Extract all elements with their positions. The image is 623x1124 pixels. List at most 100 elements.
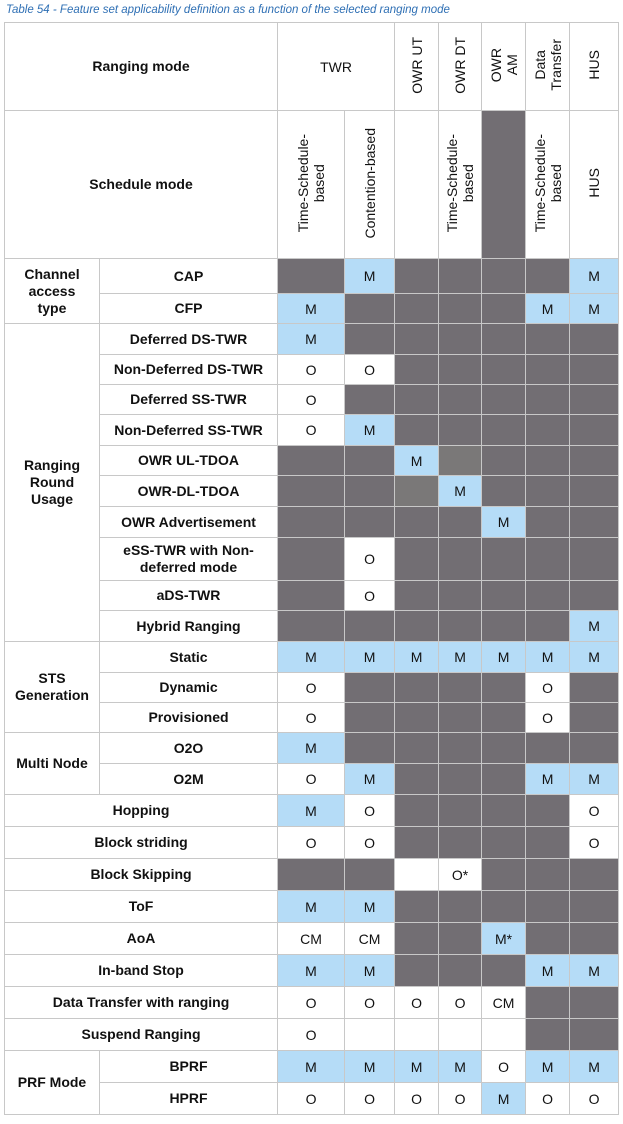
sched-owr-am	[481, 110, 527, 259]
sched-data-transfer-text: Time-Schedule- based	[531, 133, 564, 233]
applicability-cell	[344, 445, 396, 476]
applicability-cell	[394, 826, 440, 859]
applicability-cell	[481, 323, 527, 355]
row-label: Deferred DS-TWR	[98, 323, 279, 355]
applicability-cell	[525, 794, 571, 827]
applicability-cell	[438, 354, 483, 385]
table-row: CFP M M M	[5, 293, 620, 324]
table-row: Data Transfer with ranging O O O O CM	[3, 986, 620, 1019]
applicability-cell	[438, 537, 483, 581]
applicability-cell: M	[569, 258, 620, 294]
ranging-mode-label: Ranging mode	[3, 22, 279, 111]
applicability-cell: O	[277, 1082, 346, 1115]
applicability-cell	[394, 858, 440, 891]
row-label: O2M	[98, 763, 279, 795]
applicability-cell	[438, 506, 483, 538]
applicability-cell: O	[344, 826, 396, 859]
applicability-cell	[569, 890, 620, 923]
applicability-cell	[344, 293, 396, 324]
applicability-cell	[394, 763, 440, 795]
applicability-cell	[481, 858, 527, 891]
table-row: In-band Stop M M M M	[3, 954, 620, 987]
row-label: Non-Deferred SS-TWR	[98, 414, 279, 446]
applicability-cell: M	[525, 763, 571, 795]
applicability-cell	[438, 445, 483, 476]
table-row: Ranging Round Usage Deferred DS-TWR M	[4, 323, 620, 642]
sched-owr-ut	[394, 110, 440, 259]
applicability-cell	[438, 672, 483, 703]
applicability-cell	[481, 826, 527, 859]
applicability-cell: O	[525, 1082, 571, 1115]
applicability-cell	[569, 445, 620, 476]
applicability-cell	[438, 702, 483, 733]
col-header-hus: HUS	[569, 22, 620, 111]
applicability-cell	[438, 922, 483, 955]
table-row: AoA CM CM M*	[3, 922, 620, 955]
applicability-cell: O	[277, 1018, 346, 1051]
applicability-cell	[394, 794, 440, 827]
applicability-cell: M	[277, 323, 346, 355]
applicability-cell	[394, 580, 440, 611]
applicability-cell: O	[277, 986, 346, 1019]
applicability-cell	[481, 890, 527, 923]
applicability-cell	[481, 1018, 527, 1051]
applicability-cell: M	[438, 1050, 483, 1083]
applicability-cell: O	[277, 763, 346, 795]
row-label: AoA	[3, 922, 279, 955]
applicability-cell: O	[394, 1082, 440, 1115]
applicability-cell: O	[438, 986, 483, 1019]
applicability-cell	[481, 293, 527, 324]
col-header-owr-ut-text: OWR UT	[408, 36, 425, 94]
applicability-cell	[277, 475, 346, 507]
applicability-cell: O	[277, 384, 346, 415]
row-label: ToF	[3, 890, 279, 923]
group-multi-node: Multi Node	[4, 732, 100, 795]
applicability-cell	[481, 702, 527, 733]
applicability-cell	[481, 354, 527, 385]
applicability-cell	[569, 702, 620, 733]
applicability-cell	[481, 414, 527, 446]
applicability-cell	[394, 610, 440, 642]
applicability-cell	[569, 414, 620, 446]
applicability-cell: CM	[481, 986, 527, 1019]
applicability-cell	[394, 506, 440, 538]
applicability-cell	[569, 672, 620, 703]
applicability-cell	[525, 354, 571, 385]
row-label: eSS-TWR with Non-deferred mode	[98, 537, 279, 581]
applicability-cell	[438, 610, 483, 642]
applicability-cell	[394, 732, 440, 764]
applicability-cell	[394, 475, 440, 507]
applicability-cell	[277, 537, 346, 581]
applicability-cell: O	[277, 702, 346, 733]
applicability-cell: O	[569, 794, 620, 827]
applicability-cell: M	[525, 641, 571, 673]
applicability-cell	[481, 384, 527, 415]
applicability-cell: M	[394, 445, 440, 476]
applicability-cell	[394, 414, 440, 446]
applicability-cell	[569, 354, 620, 385]
applicability-cell	[569, 323, 620, 355]
applicability-cell	[525, 323, 571, 355]
applicability-cell	[481, 763, 527, 795]
applicability-cell: O	[438, 1082, 483, 1115]
group-prf: PRF Mode	[4, 1050, 100, 1115]
table-row: HPRF O O O O M O O	[5, 1082, 620, 1115]
row-label: Static	[98, 641, 279, 673]
table-row: O2M O M M M	[5, 763, 620, 795]
applicability-cell: M	[481, 641, 527, 673]
applicability-cell	[394, 537, 440, 581]
applicability-cell: O	[344, 794, 396, 827]
header-row-schedule-mode: Schedule mode Time-Schedule- based Content…	[3, 110, 620, 259]
col-header-owr-ut: OWR UT	[394, 22, 440, 111]
applicability-cell: M	[277, 732, 346, 764]
applicability-cell	[344, 323, 396, 355]
row-label: Hopping	[3, 794, 279, 827]
applicability-cell	[569, 384, 620, 415]
applicability-cell: M	[344, 763, 396, 795]
applicability-cell	[438, 384, 483, 415]
applicability-cell	[394, 922, 440, 955]
applicability-cell	[525, 506, 571, 538]
header-row-ranging-mode: Ranging mode TWR OWR UT OWR DT OWR AM Data Tr…	[3, 22, 620, 111]
sched-twr-contention-text: Contention-based	[361, 127, 378, 239]
row-label: Block striding	[3, 826, 279, 859]
